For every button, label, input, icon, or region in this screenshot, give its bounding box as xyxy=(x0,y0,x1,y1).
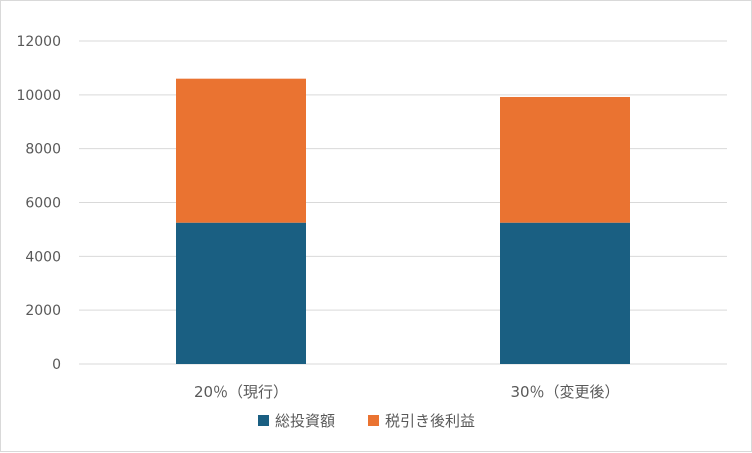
x-category-label: 20％（現行） xyxy=(194,383,288,401)
y-tick-label: 10000 xyxy=(16,88,61,104)
y-tick-label: 8000 xyxy=(25,142,61,158)
y-tick-label: 0 xyxy=(52,357,61,373)
bar-after-tax-profit-2 xyxy=(500,96,630,223)
bar-after-tax-profit-1 xyxy=(176,78,306,223)
y-tick-label: 4000 xyxy=(25,249,61,265)
bar-total-investment-1 xyxy=(176,222,306,364)
y-tick-label: 12000 xyxy=(16,34,61,50)
bar-total-investment-2 xyxy=(500,222,630,364)
legend-label: 総投資額 xyxy=(275,412,335,430)
legend-swatch-2 xyxy=(368,415,379,426)
legend-swatch-1 xyxy=(258,415,269,426)
y-tick-label: 6000 xyxy=(25,196,61,212)
y-tick-label: 2000 xyxy=(25,303,61,319)
legend-label: 税引き後利益 xyxy=(385,412,475,430)
x-category-label: 30％（変更後） xyxy=(510,383,619,401)
